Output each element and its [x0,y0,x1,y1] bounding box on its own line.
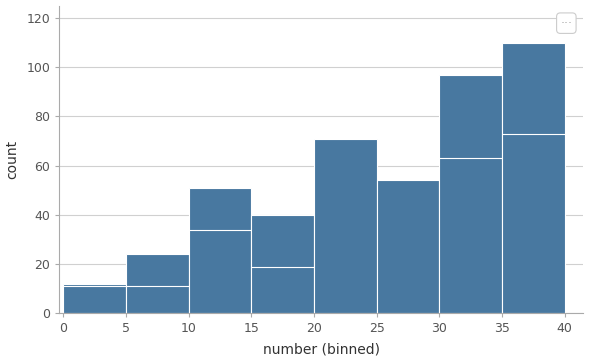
X-axis label: number (binned): number (binned) [263,342,380,357]
Bar [314,139,376,313]
Bar [439,75,502,313]
Y-axis label: count: count [5,140,19,179]
Bar [252,215,314,313]
Bar [63,284,126,313]
Bar [126,254,188,313]
Bar [376,180,439,313]
Bar [502,42,565,313]
Bar [188,188,252,313]
Text: ···: ··· [560,17,573,30]
